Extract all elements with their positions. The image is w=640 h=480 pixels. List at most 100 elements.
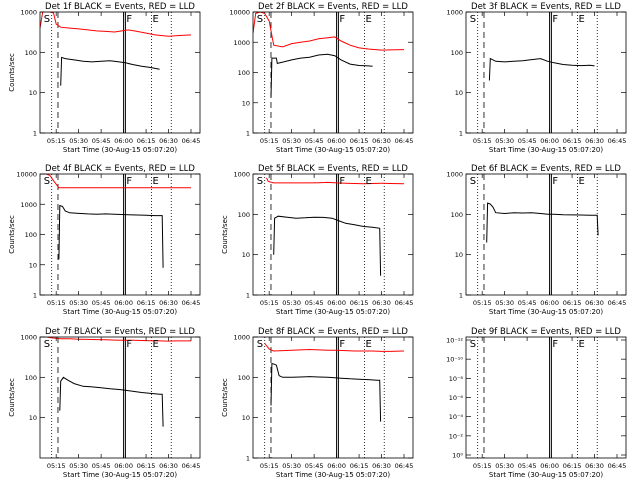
x-tick-label: 05:15 <box>260 462 279 470</box>
y-tick-label: 1000 <box>233 39 250 47</box>
series-line-red <box>266 177 405 185</box>
x-tick-label: 06:15 <box>350 137 369 145</box>
y-tick-label: 1000 <box>446 9 463 17</box>
y-tick-label: 10000 <box>229 9 250 17</box>
panel-title: Det 2f BLACK = Events, RED = LLD <box>258 2 408 12</box>
marker-label: E <box>578 176 584 187</box>
x-tick-label: 06:45 <box>182 299 201 307</box>
x-tick-label: 05:30 <box>282 299 301 307</box>
y-tick-label: 10⁻⁸ <box>449 375 464 383</box>
series-line-red <box>253 12 405 51</box>
x-tick-label: 05:15 <box>473 137 492 145</box>
plot-frame <box>252 173 414 296</box>
x-tick-label: 06:30 <box>585 137 604 145</box>
series-line-black <box>488 57 595 81</box>
panel-title: Det 1f BLACK = Events, RED = LLD <box>45 2 195 12</box>
y-tick-label: 100 <box>451 49 463 57</box>
marker-label: E <box>152 176 158 187</box>
x-tick-label: 06:15 <box>563 137 582 145</box>
x-tick-label: 06:15 <box>137 299 156 307</box>
detector-panel: Det 7f BLACK = Events, RED = LLD S F E 05:15… <box>8 327 201 479</box>
x-tick-label: 06:00 <box>327 462 346 470</box>
x-tick-label: 06:30 <box>585 299 604 307</box>
y-tick-label: 10⁰ <box>452 452 463 460</box>
y-tick-label: 10⁻¹⁰ <box>446 356 463 364</box>
x-tick-label: 06:45 <box>608 299 627 307</box>
x-axis-label: Start Time (30-Aug-15 05:07:20) <box>63 308 177 316</box>
y-tick-label: 100 <box>238 69 250 77</box>
x-tick-label: 06:15 <box>563 462 582 470</box>
panel-title: Det 4f BLACK = Events, RED = LLD <box>45 164 195 174</box>
marker-label: F <box>126 339 132 350</box>
x-tick-label: 06:15 <box>563 299 582 307</box>
x-tick-label: 06:30 <box>159 462 178 470</box>
y-tick-label: 100 <box>25 49 37 57</box>
marker-label: F <box>552 339 558 350</box>
marker-label: S <box>470 14 476 25</box>
x-tick-label: 05:45 <box>305 299 324 307</box>
x-tick-label: 05:15 <box>473 299 492 307</box>
marker-label: E <box>365 339 371 350</box>
x-tick-label: 06:00 <box>327 299 346 307</box>
y-tick-label: 10 <box>29 414 37 422</box>
y-tick-label: 10 <box>242 414 250 422</box>
x-tick-label: 05:30 <box>69 462 88 470</box>
x-tick-label: 05:15 <box>260 137 279 145</box>
detector-panel: Det 1f BLACK = Events, RED = LLD S F E 05:15… <box>8 2 201 154</box>
plot-area <box>40 174 191 295</box>
marker-label: S <box>257 176 263 187</box>
series-line-red <box>40 174 191 189</box>
x-tick-label: 05:45 <box>92 299 111 307</box>
marker-label: E <box>365 176 371 187</box>
x-tick-label: 06:15 <box>350 462 369 470</box>
x-axis-label: Start Time (30-Aug-15 05:07:20) <box>276 308 390 316</box>
y-tick-label: 1000 <box>20 334 37 342</box>
x-tick-label: 05:45 <box>92 137 111 145</box>
detector-panel: Det 9f BLACK = Events, RED = LLD S F E 05:15… <box>446 327 627 479</box>
x-axis-label: Start Time (30-Aug-15 05:07:20) <box>489 471 603 479</box>
marker-label: F <box>339 176 345 187</box>
series-line-black <box>486 202 599 243</box>
x-tick-label: 06:45 <box>608 462 627 470</box>
marker-label: S <box>470 339 476 350</box>
x-tick-label: 06:30 <box>372 137 391 145</box>
y-tick-label: 1000 <box>446 171 463 179</box>
y-tick-label: 1000 <box>233 334 250 342</box>
y-tick-label: 10 <box>455 89 463 97</box>
y-tick-label: 10000 <box>16 171 37 179</box>
marker-label: S <box>44 14 50 25</box>
plot-area <box>40 12 192 133</box>
x-tick-label: 05:30 <box>495 462 514 470</box>
y-axis-label: Counts/sec <box>8 378 16 417</box>
y-tick-label: 1000 <box>20 9 37 17</box>
x-tick-label: 06:00 <box>327 137 346 145</box>
x-tick-label: 06:15 <box>350 299 369 307</box>
x-tick-label: 05:45 <box>305 137 324 145</box>
marker-label: S <box>257 14 263 25</box>
panel-title: Det 9f BLACK = Events, RED = LLD <box>471 327 621 337</box>
marker-label: F <box>552 176 558 187</box>
x-tick-label: 05:45 <box>92 462 111 470</box>
y-tick-label: 100 <box>238 374 250 382</box>
plot-area <box>477 12 598 133</box>
marker-label: S <box>44 176 50 187</box>
y-tick-label: 1 <box>246 455 250 463</box>
y-tick-label: 1 <box>246 130 250 138</box>
x-tick-label: 06:45 <box>182 462 201 470</box>
x-tick-label: 05:15 <box>47 462 66 470</box>
series-line-black <box>60 56 160 86</box>
y-tick-label: 1 <box>459 130 463 138</box>
panel-title: Det 3f BLACK = Events, RED = LLD <box>471 2 621 12</box>
plot-area <box>264 174 405 295</box>
plot-area <box>253 12 405 133</box>
marker-label: F <box>126 14 132 25</box>
marker-label: S <box>257 339 263 350</box>
x-tick-label: 05:15 <box>47 299 66 307</box>
plot-frame <box>252 336 414 459</box>
x-tick-label: 06:00 <box>114 137 133 145</box>
x-tick-label: 06:45 <box>395 299 414 307</box>
detector-panel: Det 2f BLACK = Events, RED = LLD S F E 05:15… <box>229 2 414 154</box>
plot-area <box>477 174 599 295</box>
marker-label: E <box>365 14 371 25</box>
plot-frame <box>252 11 414 134</box>
